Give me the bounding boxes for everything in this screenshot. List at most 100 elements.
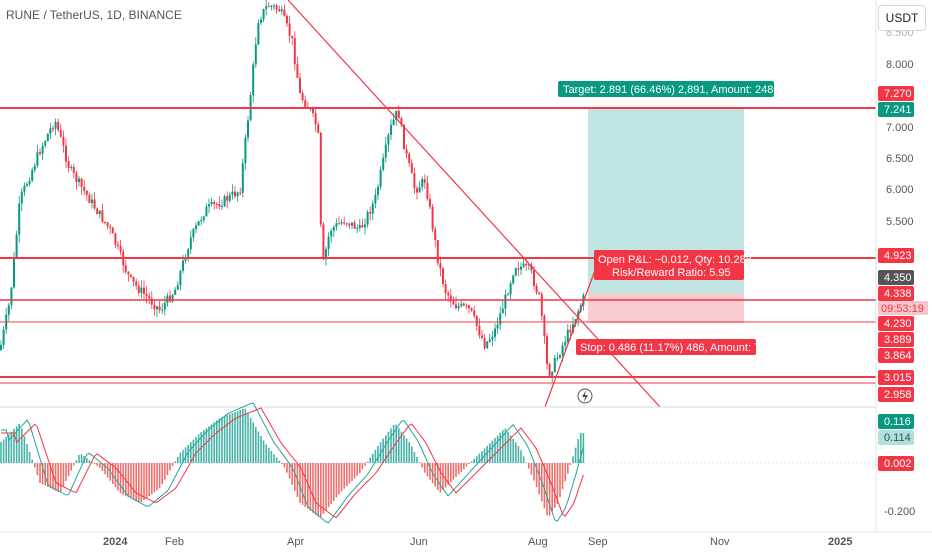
candle-body bbox=[286, 16, 288, 24]
histogram-bar bbox=[554, 463, 556, 508]
histogram-bar bbox=[398, 428, 400, 463]
candle-body bbox=[101, 210, 104, 222]
histogram-bar bbox=[229, 414, 231, 463]
candle-body bbox=[527, 264, 530, 266]
candle-body bbox=[304, 100, 307, 108]
histogram-bar bbox=[533, 463, 535, 481]
candle-body bbox=[52, 128, 54, 130]
histogram-bar bbox=[174, 461, 176, 463]
histogram-bar bbox=[91, 462, 93, 463]
histogram-bar bbox=[262, 440, 265, 463]
candle-body bbox=[548, 364, 551, 376]
candle-body bbox=[522, 263, 525, 267]
histogram-bar bbox=[476, 456, 478, 463]
time-axis[interactable] bbox=[0, 532, 932, 550]
histogram-bar bbox=[291, 463, 293, 485]
histogram-bar bbox=[257, 431, 260, 463]
candle-body bbox=[83, 186, 86, 191]
candle-body bbox=[153, 304, 156, 310]
uptrend-line[interactable] bbox=[544, 261, 599, 408]
candle-body bbox=[140, 287, 143, 293]
histogram-bar bbox=[447, 463, 449, 485]
candle-body bbox=[7, 305, 10, 315]
candle-body bbox=[322, 224, 325, 260]
candle-body bbox=[486, 341, 489, 349]
candle-body bbox=[65, 145, 67, 162]
histogram-bar bbox=[286, 463, 288, 473]
histogram-bar bbox=[450, 463, 452, 483]
histogram-bar bbox=[294, 463, 296, 491]
histogram-bar bbox=[309, 463, 312, 511]
candle-body bbox=[124, 265, 127, 272]
histogram-bar bbox=[75, 460, 78, 463]
histogram-bar bbox=[275, 457, 278, 463]
candle-body bbox=[374, 194, 377, 204]
loss-zone[interactable] bbox=[588, 293, 744, 323]
candle-body bbox=[223, 196, 226, 206]
candle-body bbox=[369, 212, 372, 214]
histogram-bar bbox=[70, 463, 72, 471]
histogram-bar bbox=[10, 431, 13, 463]
candle-body bbox=[88, 194, 91, 204]
histogram-bar bbox=[478, 453, 481, 463]
histogram-bar bbox=[221, 417, 223, 463]
histogram-bar bbox=[301, 463, 304, 505]
candle-body bbox=[358, 225, 361, 229]
histogram-bar bbox=[325, 463, 327, 511]
histogram-bar bbox=[509, 435, 512, 463]
histogram-bar bbox=[161, 463, 163, 485]
candle-body bbox=[382, 157, 385, 170]
histogram-bar bbox=[348, 463, 351, 484]
candle-body bbox=[403, 124, 405, 150]
lightning-icon[interactable] bbox=[577, 388, 593, 404]
histogram-bar bbox=[252, 422, 254, 463]
histogram-bar bbox=[312, 463, 314, 513]
candle-body bbox=[15, 234, 18, 258]
candle-body bbox=[400, 118, 403, 125]
candle-body bbox=[449, 295, 452, 302]
candlesticks bbox=[0, 0, 585, 383]
histogram-bar bbox=[210, 424, 213, 463]
time-label: Jun bbox=[410, 536, 428, 548]
indicator-tag-histogram: 0.116 bbox=[878, 414, 914, 429]
histogram-bar bbox=[273, 454, 275, 463]
histogram-bar bbox=[99, 463, 101, 468]
candle-body bbox=[130, 274, 132, 277]
pnl-label[interactable]: Open P&L: −0.012, Qty: 10.288 Risk/Rewar… bbox=[594, 250, 752, 280]
candle-body bbox=[70, 167, 73, 169]
histogram-bar bbox=[351, 463, 353, 481]
candle-body bbox=[189, 237, 192, 250]
svg-text:Target: 2.891 (66.46%) 2,891,: Target: 2.891 (66.46%) 2,891, Amount: 24… bbox=[563, 84, 795, 96]
candle-body bbox=[117, 244, 119, 247]
candle-body bbox=[187, 249, 190, 259]
histogram-bar bbox=[117, 463, 119, 491]
histogram-bar bbox=[101, 463, 104, 471]
target-label[interactable]: Target: 2.891 (66.46%) 2,891, Amount: 24… bbox=[558, 81, 795, 97]
histogram-bar bbox=[234, 412, 236, 463]
candle-body bbox=[114, 233, 117, 245]
histogram-bar bbox=[424, 463, 426, 473]
candle-body bbox=[241, 163, 244, 193]
candle-body bbox=[312, 108, 314, 114]
histogram-bar bbox=[231, 413, 234, 463]
histogram-bar bbox=[145, 463, 148, 499]
histogram-bar bbox=[304, 463, 306, 507]
price-axis[interactable] bbox=[876, 0, 932, 532]
candle-body bbox=[13, 257, 15, 288]
price-tick: 8.000 bbox=[886, 59, 914, 71]
candle-body bbox=[98, 210, 101, 215]
candle-body bbox=[36, 152, 39, 166]
candle-body bbox=[20, 191, 23, 204]
histogram-bar bbox=[543, 463, 546, 509]
candle-body bbox=[530, 264, 533, 271]
currency-button[interactable]: USDT bbox=[878, 5, 926, 31]
candle-body bbox=[371, 203, 374, 214]
candle-body bbox=[254, 44, 257, 65]
symbol-title[interactable]: RUNE / TetherUS, 1D, BINANCE bbox=[6, 8, 182, 22]
histogram-bar bbox=[15, 426, 18, 463]
stop-label[interactable]: Stop: 0.486 (11.17%) 486, Amount: 750 bbox=[576, 339, 772, 355]
histogram-bar bbox=[572, 456, 574, 463]
candle-body bbox=[156, 306, 158, 310]
